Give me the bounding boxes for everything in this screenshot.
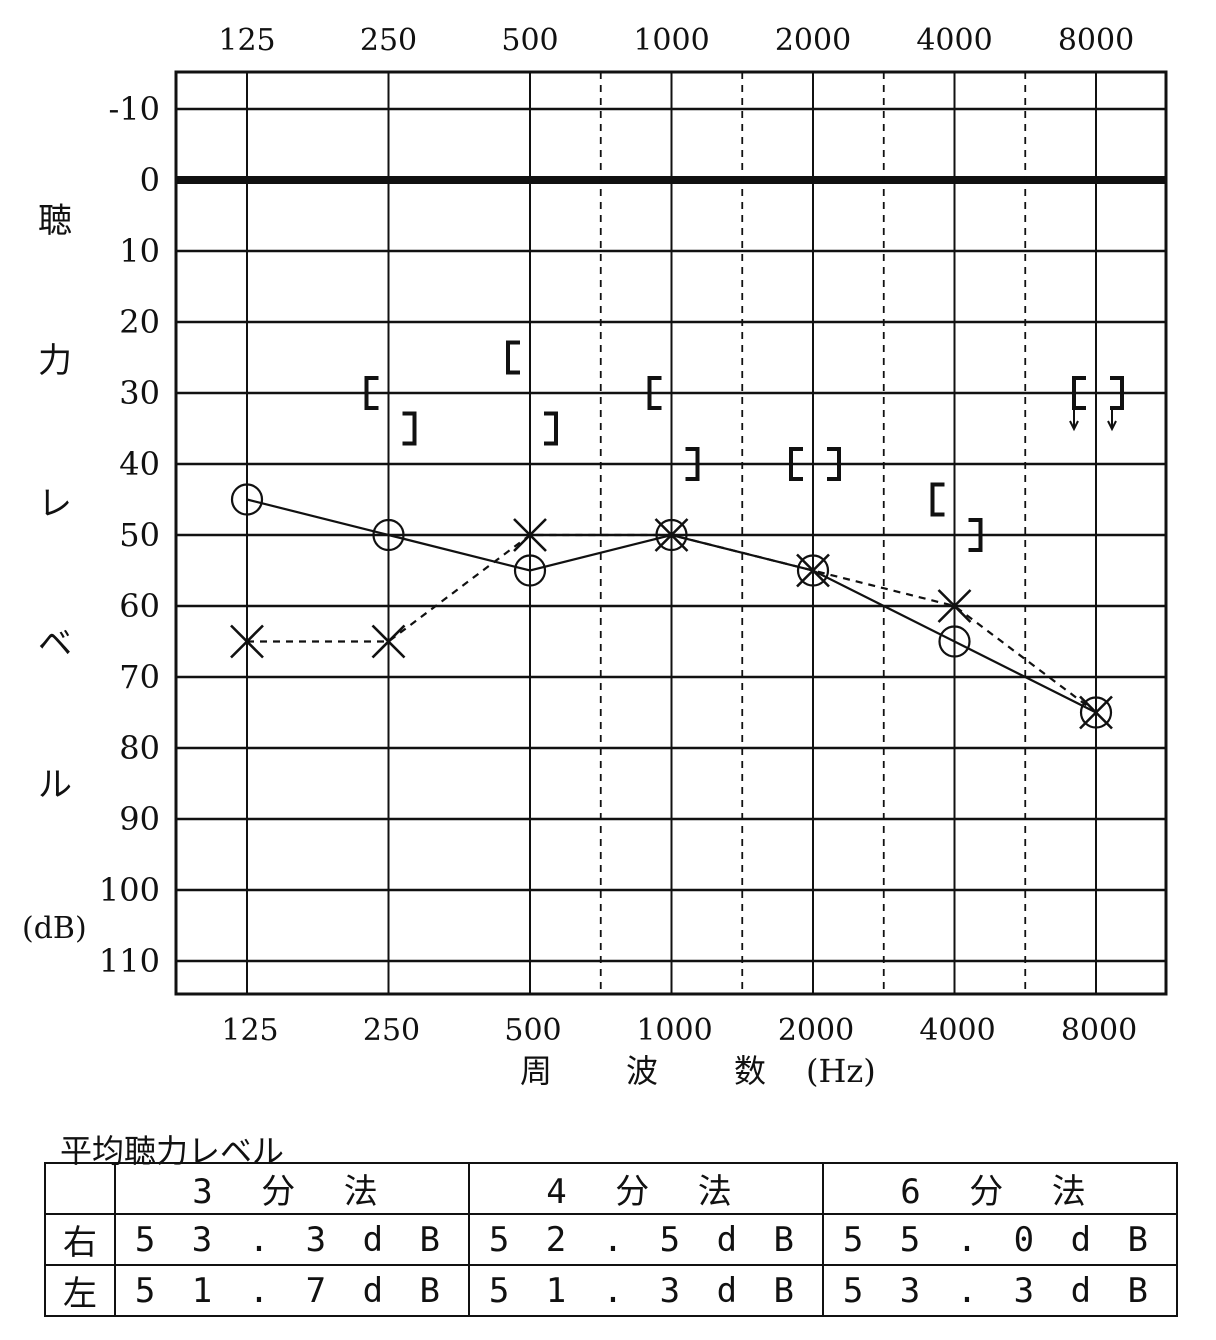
x-tick-label-top: 1000 (633, 23, 709, 58)
data-point-circle (796, 554, 830, 587)
y-tick-label: 60 (119, 587, 160, 625)
series-layer (230, 483, 1113, 730)
cross-stroke (371, 624, 406, 659)
data-point-cross (796, 553, 830, 588)
bone-open-bracket (647, 376, 662, 410)
data-point-cross (371, 624, 406, 659)
column-header: 3 分 法 (114, 1162, 470, 1215)
bone-close-bracket (402, 411, 417, 446)
arrow-head (1069, 420, 1079, 432)
cross-stroke (230, 624, 264, 659)
y-tick-label: 100 (99, 871, 160, 909)
y-tick-label: 40 (119, 445, 160, 483)
x-tick-label-bottom: 500 (504, 1013, 561, 1048)
y-tick-label: 110 (99, 942, 160, 980)
cross-stroke (796, 553, 830, 588)
data-point-circle (230, 483, 264, 516)
x-label-part: 波 (626, 1052, 658, 1090)
x-label-part: 数 (734, 1052, 766, 1090)
bone-close-bracket (1110, 376, 1124, 410)
column-header: 6 分 法 (822, 1162, 1178, 1215)
column-header: 4 分 法 (468, 1162, 824, 1215)
x-tick-label-top: 8000 (1058, 23, 1134, 58)
table-row-left: 左 5 1 . 7 d B 5 1 . 3 d B 5 3 . 3 d B (44, 1264, 1178, 1317)
y-tick-labels: -10 0 10 20 30 40 50 60 70 80 90 100 110 (99, 90, 160, 980)
y-label-char: 力 (38, 341, 72, 381)
no-response-arrow (1069, 409, 1079, 432)
x-tick-label-top: 4000 (916, 23, 992, 58)
data-point-circle (1079, 696, 1113, 729)
data-point-cross (1079, 695, 1113, 730)
x-tick-label-bottom: 2000 (778, 1013, 854, 1048)
data-point-cross (937, 589, 972, 623)
cross-stroke (1079, 695, 1113, 730)
data-point-cross (230, 624, 264, 659)
y-tick-label: 20 (119, 303, 160, 341)
data-point-cross (513, 518, 547, 552)
y-tick-label: 0 (140, 161, 160, 199)
y-tick-label: 90 (119, 800, 160, 838)
bone-open-bracket (364, 376, 379, 410)
x-tick-label-bottom: 4000 (919, 1013, 995, 1048)
bone-open-bracket (789, 447, 803, 481)
x-tick-label-top: 250 (360, 23, 417, 58)
top-frequency-labels: 125 250 500 1000 2000 4000 8000 (218, 23, 1134, 58)
table-cell: 5 2 . 5 d B (468, 1213, 824, 1266)
x-tick-label-bottom: 125 (221, 1013, 278, 1048)
table-cell: 5 1 . 3 d B (468, 1264, 824, 1317)
bone-close-bracket (827, 447, 841, 481)
bone-close-bracket (685, 447, 700, 481)
x-label-part: (Hz) (806, 1052, 876, 1090)
y-label-char: 聴 (38, 201, 72, 241)
table-corner (44, 1162, 116, 1215)
y-label-char: レ (38, 484, 72, 524)
data-point-circle (372, 518, 405, 552)
y-tick-label: 80 (119, 729, 160, 767)
table-row-right: 右 5 3 . 3 d B 5 2 . 5 d B 5 5 . 0 d B (44, 1213, 1178, 1266)
row-side-label: 右 (44, 1213, 116, 1266)
chart-grid (174, 70, 1168, 996)
data-point-circle (938, 625, 971, 658)
bone-open-bracket (930, 482, 945, 517)
table-cell: 5 3 . 3 d B (114, 1213, 470, 1266)
no-response-arrow (1107, 409, 1117, 432)
bone-conduction-layer (364, 340, 1124, 552)
bone-open-bracket (1072, 376, 1086, 410)
table-cell: 5 1 . 7 d B (114, 1264, 470, 1317)
y-tick-label: 70 (119, 658, 160, 696)
x-tick-label-top: 500 (501, 23, 558, 58)
cross-stroke (654, 518, 689, 552)
table-cell: 5 5 . 0 d B (822, 1213, 1178, 1266)
cross-stroke (937, 589, 972, 623)
x-axis-title: 周 波 数 (Hz) (520, 1052, 876, 1090)
y-label-char: ベ (38, 624, 72, 664)
x-tick-label-top: 2000 (775, 23, 851, 58)
bone-close-bracket (544, 411, 558, 446)
audiogram-chart: 125 250 500 1000 2000 4000 8000 125 250 500 1000 2… (22, 23, 1168, 1090)
y-unit: (dB) (22, 911, 87, 946)
y-label-char: ル (38, 765, 72, 805)
arrow-head (1107, 420, 1117, 432)
y-axis-title: 聴 力 レ ベ ル (dB) (22, 201, 87, 946)
average-hearing-table: 3 分 法 4 分 法 6 分 法 右 5 3 . 3 d B 5 2 . 5 … (44, 1162, 1178, 1317)
data-point-cross (654, 518, 689, 552)
y-tick-label: -10 (108, 90, 160, 128)
data-point-circle (513, 554, 547, 587)
x-tick-label-bottom: 250 (363, 1013, 420, 1048)
y-tick-label: 30 (119, 374, 160, 412)
cross-stroke (513, 518, 547, 552)
bone-close-bracket (968, 518, 983, 552)
bottom-frequency-labels: 125 250 500 1000 2000 4000 8000 (221, 1013, 1137, 1048)
x-tick-label-bottom: 8000 (1061, 1013, 1137, 1048)
y-tick-label: 50 (119, 516, 160, 554)
x-label-part: 周 (520, 1052, 552, 1090)
table-header-row: 3 分 法 4 分 法 6 分 法 (44, 1162, 1178, 1215)
x-tick-label-top: 125 (218, 23, 275, 58)
row-side-label: 左 (44, 1264, 116, 1317)
table-cell: 5 3 . 3 d B (822, 1264, 1178, 1317)
x-tick-label-bottom: 1000 (636, 1013, 712, 1048)
y-tick-label: 10 (119, 232, 160, 270)
bone-open-bracket (506, 340, 520, 375)
